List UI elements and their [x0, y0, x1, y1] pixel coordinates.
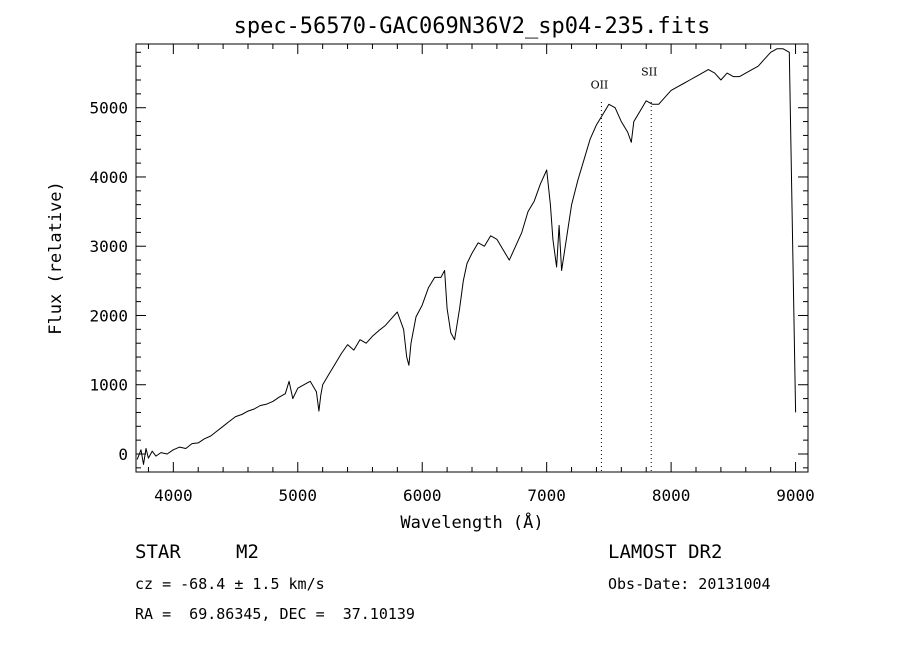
y-tick-label: 1000	[89, 376, 128, 395]
object-class: STAR	[135, 541, 181, 563]
annotation-label: SII	[641, 66, 657, 79]
x-tick-label: 6000	[403, 486, 442, 505]
y-tick-labels: 0 1000 2000 3000 4000 5000	[89, 99, 128, 464]
y-tick-label: 5000	[89, 99, 128, 118]
x-tick-label: 7000	[527, 486, 566, 505]
line-annotations: OII SII	[591, 66, 657, 472]
x-tick-label: 5000	[279, 486, 318, 505]
x-tick-label: 8000	[652, 486, 691, 505]
y-tick-label: 0	[118, 445, 128, 464]
plot-frame	[135, 43, 809, 473]
x-tick-labels: 4000 5000 6000 7000 8000 9000	[154, 486, 815, 505]
axis-ticks	[136, 44, 808, 472]
survey-name: LAMOST DR2	[608, 541, 723, 563]
y-tick-label: 3000	[89, 237, 128, 256]
y-axis-label: Flux (relative)	[46, 181, 66, 335]
y-tick-label: 2000	[89, 306, 128, 325]
chart-title: spec-56570-GAC069N36V2_sp04-235.fits	[234, 14, 711, 39]
redshift-cz: cz = -68.4 ± 1.5 km/s	[135, 575, 325, 593]
annotation-label: OII	[591, 79, 609, 92]
y-tick-label: 4000	[89, 168, 128, 187]
x-tick-label: 9000	[776, 486, 815, 505]
object-subclass: M2	[236, 541, 259, 563]
observation-date: Obs-Date: 20131004	[608, 575, 771, 593]
x-axis-label: Wavelength (Å)	[400, 511, 543, 533]
x-tick-label: 4000	[154, 486, 193, 505]
spectrum-line	[136, 48, 797, 465]
coordinates: RA = 69.86345, DEC = 37.10139	[135, 605, 415, 623]
